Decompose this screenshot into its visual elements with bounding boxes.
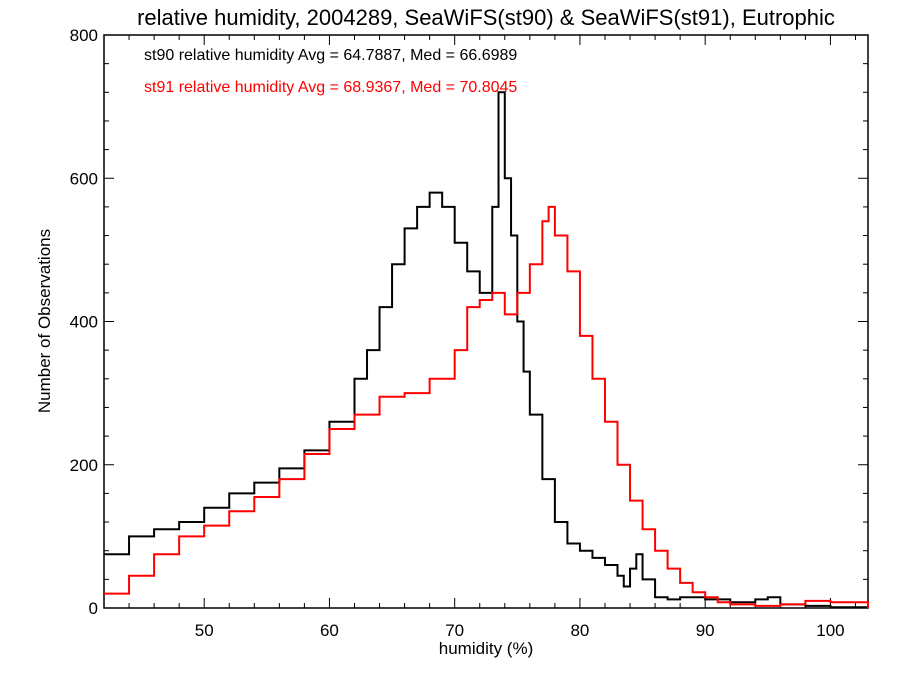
- series-group: [104, 91, 869, 609]
- axis-ticks: 50 60 70 80 90 100 0 200 400 600 800: [70, 26, 868, 640]
- y-tick-label: 200: [70, 456, 98, 475]
- x-tick-label: 90: [696, 621, 715, 640]
- chart-title: relative humidity, 2004289, SeaWiFS(st90…: [137, 5, 835, 30]
- y-tick-label: 600: [70, 169, 98, 188]
- x-axis-label: humidity (%): [439, 639, 533, 658]
- series-st90-line: [104, 91, 869, 609]
- x-tick-label: 50: [195, 621, 214, 640]
- y-tick-label: 0: [89, 599, 98, 618]
- x-tick-label: 70: [445, 621, 464, 640]
- y-tick-label: 800: [70, 26, 98, 45]
- x-tick-label: 80: [570, 621, 589, 640]
- x-tick-label: 100: [816, 621, 844, 640]
- legend-entry-st90: st90 relative humidity Avg = 64.7887, Me…: [144, 47, 517, 64]
- y-axis-label: Number of Observations: [35, 229, 54, 413]
- series-st91-line: [104, 205, 869, 608]
- legend-entry-st91: st91 relative humidity Avg = 68.9367, Me…: [144, 79, 517, 96]
- legend: st90 relative humidity Avg = 64.7887, Me…: [144, 47, 517, 96]
- plot-area: 50 60 70 80 90 100 0 200 400 600 800: [70, 26, 869, 640]
- plot-frame: [103, 34, 869, 609]
- y-tick-label: 400: [70, 313, 98, 332]
- x-tick-label: 60: [320, 621, 339, 640]
